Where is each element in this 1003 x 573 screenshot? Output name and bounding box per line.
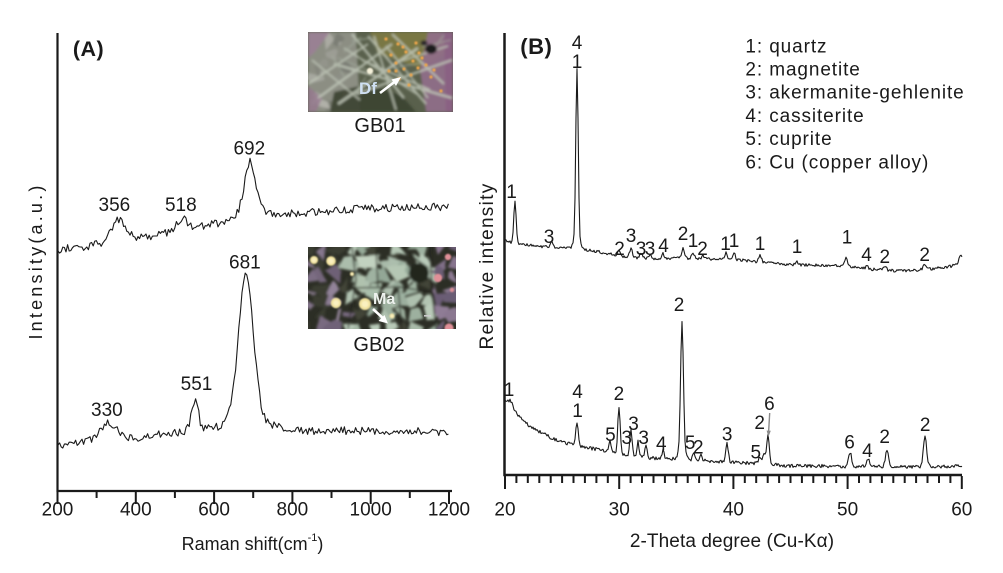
svg-text:1000: 1000 [350,500,392,521]
svg-text:3: 3 [636,239,647,260]
svg-text:Relative intensity: Relative intensity [477,182,498,349]
svg-text:518: 518 [165,195,197,216]
svg-text:2: 2 [879,427,890,448]
svg-text:330: 330 [91,400,123,421]
svg-text:5: cuprite: 5: cuprite [745,129,832,150]
svg-text:30: 30 [609,500,630,521]
svg-text:Raman shift(cm-1): Raman shift(cm-1) [182,532,324,554]
svg-text:3: 3 [626,226,637,247]
svg-text:2: 2 [919,245,930,266]
svg-text:2-Theta degree (Cu-Kα): 2-Theta degree (Cu-Kα) [630,531,834,552]
svg-text:681: 681 [229,253,261,274]
svg-text:Intensity(a.u.): Intensity(a.u.) [26,182,46,339]
svg-text:(B): (B) [520,34,552,59]
svg-text:2: 2 [614,384,625,405]
svg-text:60: 60 [951,500,972,521]
svg-text:4: 4 [658,236,669,257]
svg-text:551: 551 [181,374,213,395]
svg-text:(A): (A) [73,37,104,61]
svg-text:50: 50 [837,500,858,521]
svg-text:3: 3 [544,227,555,248]
svg-text:1: 1 [688,231,699,252]
svg-text:5: 5 [751,443,762,464]
svg-text:3: 3 [622,428,633,449]
svg-text:4: 4 [862,441,873,462]
svg-text:5: 5 [685,433,696,454]
svg-text:800: 800 [277,500,309,521]
svg-text:3: 3 [722,425,733,446]
svg-text:1: 1 [506,182,517,203]
svg-text:5: 5 [605,425,616,446]
svg-text:6: 6 [764,394,775,415]
svg-text:2: 2 [754,413,765,434]
svg-text:692: 692 [233,139,265,160]
svg-text:4: cassiterite: 4: cassiterite [745,106,864,127]
svg-text:6: Cu (copper alloy): 6: Cu (copper alloy) [745,152,929,173]
svg-text:4: 4 [861,245,872,266]
svg-text:600: 600 [198,500,230,521]
svg-text:1200: 1200 [428,500,470,521]
svg-text:1: quartz: 1: quartz [745,36,827,57]
svg-text:GB01: GB01 [354,115,405,137]
svg-text:1: 1 [504,380,515,401]
svg-text:200: 200 [42,500,74,521]
svg-text:3: 3 [645,239,656,260]
svg-text:3: 3 [628,414,639,435]
svg-text:1: 1 [572,401,583,422]
svg-text:2: 2 [678,224,689,245]
svg-text:2: 2 [697,239,708,260]
svg-text:Ma: Ma [373,291,395,308]
svg-text:3: 3 [638,428,649,449]
svg-text:GB02: GB02 [353,334,404,356]
svg-text:3: akermanite-gehlenite: 3: akermanite-gehlenite [745,83,964,104]
svg-text:1: 1 [720,234,731,255]
svg-text:1: 1 [755,234,766,255]
svg-text:2: 2 [674,295,685,316]
svg-text:6: 6 [844,433,855,454]
svg-text:356: 356 [99,195,131,216]
svg-text:2: 2 [880,247,891,268]
svg-text:4: 4 [572,33,583,54]
svg-text:400: 400 [120,500,152,521]
svg-text:2: magnetite: 2: magnetite [745,60,860,81]
svg-text:2: 2 [693,438,704,459]
svg-text:Df: Df [359,79,377,98]
svg-text:1: 1 [842,228,853,249]
svg-text:2: 2 [920,415,931,436]
svg-text:1: 1 [572,52,583,73]
svg-text:1: 1 [729,231,740,252]
svg-text:1: 1 [792,237,803,258]
svg-text:4: 4 [656,434,667,455]
svg-text:20: 20 [494,500,515,521]
svg-text:4: 4 [572,382,583,403]
svg-text:40: 40 [723,500,744,521]
svg-text:2: 2 [614,239,625,260]
